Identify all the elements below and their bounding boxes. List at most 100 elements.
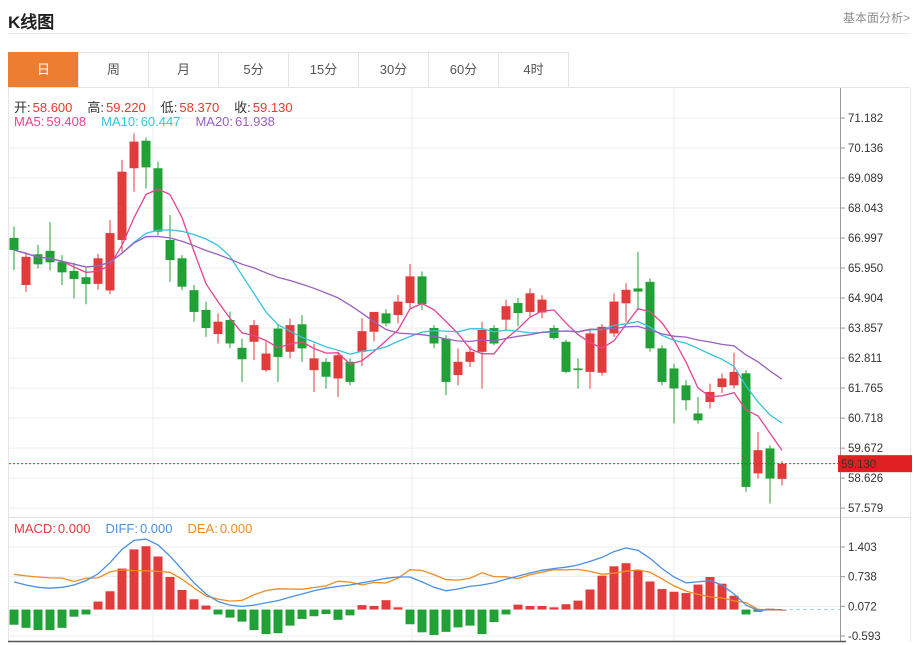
candle xyxy=(573,368,583,371)
macd-bar xyxy=(129,549,139,610)
candle xyxy=(333,355,343,379)
price-tick-label: 68.043 xyxy=(848,203,883,215)
ma-ma5-value: 59.408 xyxy=(46,114,87,129)
tab-strip-underline xyxy=(8,87,910,88)
last-price-badge-text: 59.130 xyxy=(841,459,876,471)
macd-bar xyxy=(381,600,391,610)
macd-row: MACD: 0.000 DIFF: 0.000 DEA: 0.000 xyxy=(14,521,267,536)
macd-bar xyxy=(645,581,655,610)
macd-bar xyxy=(537,605,547,610)
macd-diff-value: 0.000 xyxy=(139,521,173,536)
axis-labels: 71.182 70.136 69.089 68.043 66.997 65.950 64.9… xyxy=(840,113,884,643)
price-tick-label: 69.089 xyxy=(848,173,883,185)
candle xyxy=(213,321,223,335)
candle xyxy=(465,351,475,362)
candle xyxy=(237,347,247,360)
ma10-line xyxy=(13,229,783,424)
candle xyxy=(165,239,175,261)
candle xyxy=(693,413,703,421)
macd-dea-value: 0.000 xyxy=(219,521,253,536)
candle xyxy=(633,288,643,292)
tab-5min[interactable]: 5分 xyxy=(218,52,289,88)
candle xyxy=(717,378,727,388)
price-tick-label: 58.626 xyxy=(848,473,883,485)
candle xyxy=(597,326,607,373)
candle xyxy=(309,358,319,371)
macd-bar xyxy=(417,609,427,633)
candle xyxy=(621,289,631,304)
ohlc-close-label: 收: xyxy=(234,100,251,115)
macd-histogram xyxy=(9,546,787,635)
candle xyxy=(225,319,235,344)
tab-bar: 日周月 5分 15分 30分 60分 4时 xyxy=(8,52,569,88)
tab-day[interactable]: 日 xyxy=(8,52,79,88)
macd-diff-label: DIFF: xyxy=(105,521,138,536)
macd-bar xyxy=(21,609,31,628)
macd-bar xyxy=(573,600,583,610)
candle xyxy=(33,254,43,265)
macd-bar xyxy=(465,609,475,626)
candle xyxy=(729,371,739,386)
ma-row: MA5: 59.408 MA10: 60.447 MA20: 61.938 xyxy=(14,114,290,129)
candle xyxy=(249,325,259,342)
macd-bar xyxy=(453,609,463,628)
macd-bar xyxy=(513,604,523,610)
candle xyxy=(153,168,163,232)
macd-bar xyxy=(273,609,283,634)
macd-bar xyxy=(525,605,535,610)
tab-month[interactable]: 月 xyxy=(148,52,219,88)
candle xyxy=(585,333,595,372)
macd-macd-label: MACD: xyxy=(14,521,56,536)
macd-bar xyxy=(693,584,703,610)
ohlc-row: 开: 58.600 高: 59.220 低: 58.370 收: 59.130 xyxy=(14,97,308,116)
macd-bar xyxy=(57,609,67,628)
candle xyxy=(117,171,127,240)
price-tick-label: 57.579 xyxy=(848,503,883,515)
ma5-line xyxy=(13,188,783,451)
macd-bar xyxy=(681,593,691,610)
candle xyxy=(357,331,367,352)
macd-bar xyxy=(501,609,511,615)
macd-bar xyxy=(333,609,343,620)
macd-bar xyxy=(189,599,199,610)
macd-bar xyxy=(705,577,715,610)
page-title: K线图 xyxy=(8,13,55,32)
price-tick-label: 59.672 xyxy=(848,443,883,455)
ohlc-open-value: 58.600 xyxy=(32,100,73,115)
candle xyxy=(57,261,67,273)
candle xyxy=(9,237,19,250)
tab-60min[interactable]: 60分 xyxy=(428,52,499,88)
macd-bar xyxy=(117,568,127,610)
macd-tick-label: 1.403 xyxy=(848,542,877,554)
candle xyxy=(285,325,295,352)
macd-bar xyxy=(441,609,451,632)
last-price-layer: 59.130 xyxy=(9,455,912,473)
fundamental-analysis-link[interactable]: 基本面分析> xyxy=(842,11,910,25)
candle xyxy=(45,250,55,263)
candle xyxy=(525,293,535,312)
macd-bar xyxy=(345,609,355,616)
candle xyxy=(393,301,403,316)
last-price-badge xyxy=(838,455,912,473)
macd-bar xyxy=(477,609,487,635)
macd-bar xyxy=(717,583,727,610)
macd-bar xyxy=(549,607,559,610)
candle xyxy=(189,290,199,312)
candle xyxy=(21,256,31,285)
macd-bar xyxy=(93,601,103,610)
macd-bar xyxy=(165,577,175,610)
price-tick-label: 60.718 xyxy=(848,413,883,425)
macd-bar xyxy=(657,589,667,610)
macd-bar xyxy=(141,546,151,610)
candle xyxy=(81,277,91,285)
price-tick-label: 65.950 xyxy=(848,263,883,275)
ma-ma10-value: 60.447 xyxy=(140,114,181,129)
macd-bar xyxy=(621,563,631,610)
macd-bar xyxy=(429,609,439,635)
price-tick-label: 63.857 xyxy=(848,323,883,335)
macd-bar xyxy=(405,609,415,625)
macd-bar xyxy=(597,575,607,610)
tab-30min[interactable]: 30分 xyxy=(358,52,429,88)
tab-15min[interactable]: 15分 xyxy=(288,52,359,88)
